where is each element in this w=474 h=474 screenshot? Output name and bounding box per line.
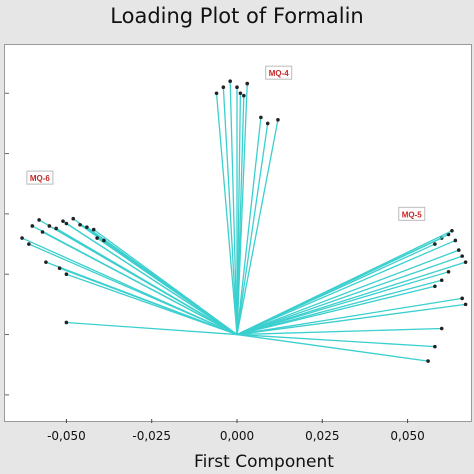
loading-line-mq-5-3 [236,230,453,336]
loading-point-mq-6-3 [37,218,41,222]
loading-point-mq-5-14 [433,344,437,349]
loading-point-mq-6-0 [20,236,24,240]
loading-point-mq-6-7 [61,219,65,223]
loading-point-mq-6-2 [30,224,35,228]
loading-line-mq-6-14 [103,239,238,336]
loading-point-mq-5-7 [463,260,468,264]
loading-point-mq-4-5 [242,93,246,98]
x-axis-label: First Component [194,452,334,472]
loading-point-mq-5-5 [456,248,461,252]
loading-point-mq-6-12 [91,227,96,232]
loading-point-mq-6-17 [64,272,69,277]
loading-point-mq-5-10 [433,284,437,289]
loading-point-mq-6-13 [95,236,99,240]
loading-point-mq-6-9 [71,216,76,221]
loading-point-mq-6-5 [47,224,52,228]
loading-point-mq-5-4 [453,238,458,243]
loading-line-mq-5-15 [236,333,429,362]
loading-line-mq-4-7 [236,117,262,335]
loading-line-mq-6-8 [66,223,238,336]
loading-point-mq-5-11 [460,296,464,301]
loading-line-mq-5-4 [236,239,456,336]
group-label-mq-5: MQ-5 [402,210,423,219]
loading-line-mq-6-1 [28,243,238,336]
loading-point-mq-6-1 [27,242,31,246]
loading-line-mq-4-9 [236,119,279,335]
loading-point-mq-5-12 [463,302,468,307]
loading-line-mq-4-2 [229,81,238,335]
loading-line-mq-5-9 [236,279,442,336]
loading-point-mq-6-15 [44,260,48,264]
loading-line-mq-5-7 [236,261,466,336]
x-tick-label-3: 0,025 [305,429,339,443]
loading-point-mq-5-13 [439,326,444,331]
loading-line-mq-6-4 [42,231,238,336]
loading-point-other-0 [64,320,69,325]
group-label-box-2 [398,206,426,221]
loading-line-mq-4-1 [222,87,238,335]
x-tick-label-0: -0,050 [47,429,86,443]
loading-point-mq-6-14 [102,238,106,243]
chart-title: Loading Plot of Formalin [110,4,364,28]
loading-point-mq-4-6 [245,81,250,86]
loading-line-mq-5-12 [236,303,466,336]
loading-point-mq-4-1 [221,85,226,90]
loading-line-mq-4-0 [215,93,238,335]
loading-point-mq-4-4 [238,91,243,96]
loading-point-mq-4-9 [276,118,280,122]
loading-line-mq-6-17 [66,273,238,336]
loading-point-mq-4-0 [214,91,219,96]
loading-line-mq-5-10 [236,285,436,336]
loading-point-mq-6-4 [40,230,45,234]
loading-line-mq-5-11 [236,297,463,336]
loading-point-mq-5-9 [439,278,444,283]
loading-point-mq-5-6 [460,254,464,258]
loading-line-mq-5-5 [236,249,459,336]
loading-point-mq-5-0 [433,242,437,246]
loading-line-mq-6-6 [55,227,238,336]
x-tick-label-4: 0,050 [390,429,424,443]
loading-line-mq-5-6 [236,255,463,336]
loading-point-mq-5-8 [446,270,451,274]
loading-point-mq-6-10 [78,222,82,227]
x-tick-label-1: -0,025 [132,429,171,443]
group-label-box-1 [26,170,54,185]
loading-point-mq-6-16 [57,266,62,270]
loading-line-mq-5-8 [236,271,449,336]
loading-line-mq-5-13 [236,327,442,336]
loading-line-mq-4-8 [236,123,269,335]
loading-line-mq-4-6 [236,83,248,335]
loading-line-mq-5-14 [236,333,435,348]
group-label-mq-4: MQ-4 [269,69,290,78]
loading-point-mq-4-7 [259,115,263,120]
loading-line-other-0 [66,321,238,336]
group-label-box-0 [265,65,293,80]
loading-point-mq-5-3 [450,228,454,233]
loading-point-mq-4-3 [235,85,239,90]
loading-point-mq-4-8 [265,121,270,126]
loading-point-mq-4-2 [228,79,232,83]
loading-point-mq-6-6 [54,226,58,231]
x-tick-label-2: 0,000 [220,429,254,443]
loading-point-mq-5-15 [426,359,430,363]
group-label-mq-6: MQ-6 [30,174,51,183]
loading-point-mq-6-11 [85,225,89,229]
loading-point-mq-6-8 [64,221,69,226]
